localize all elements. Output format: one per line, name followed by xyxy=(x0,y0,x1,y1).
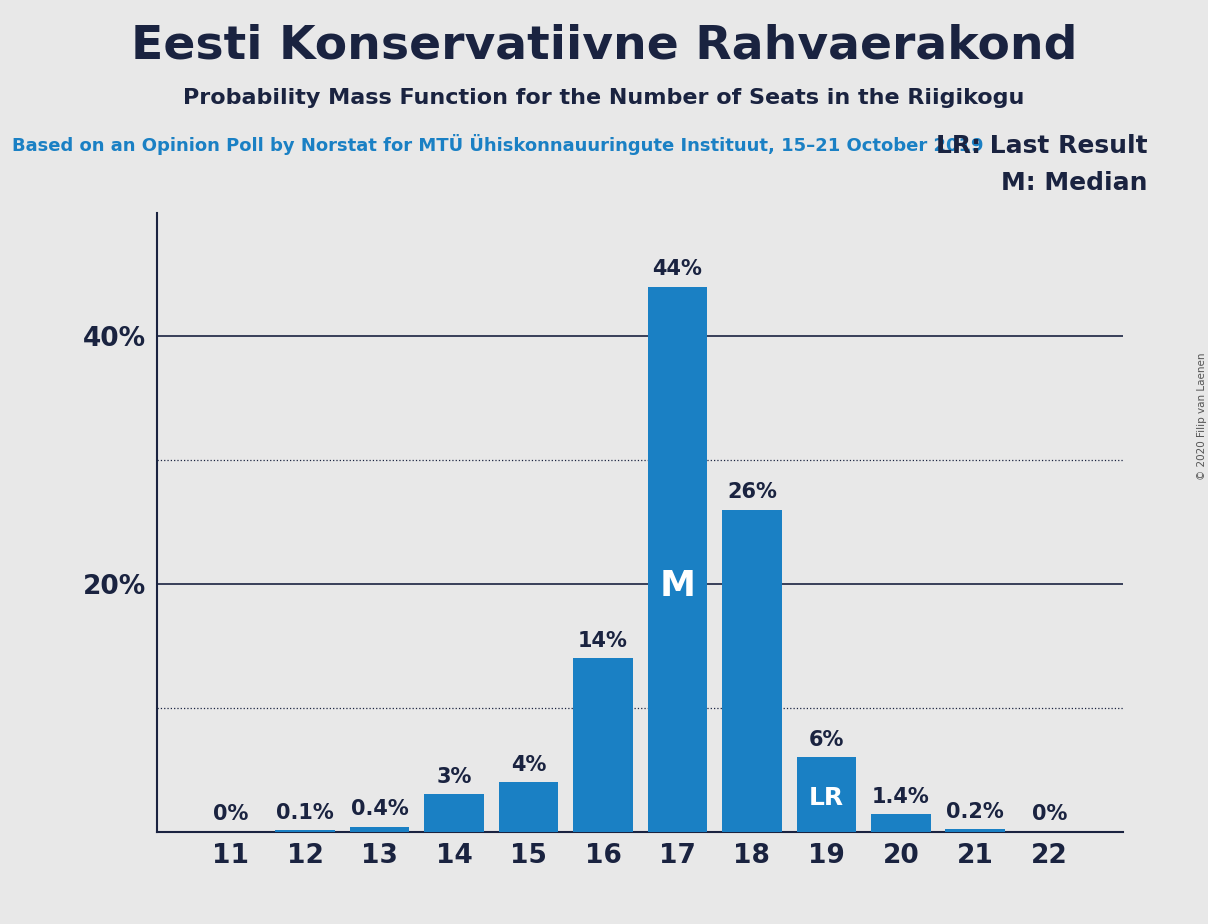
Text: Based on an Opinion Poll by Norstat for MTÜ Ühiskonnauuringute Instituut, 15–21 : Based on an Opinion Poll by Norstat for … xyxy=(12,134,983,155)
Text: 3%: 3% xyxy=(436,767,472,787)
Bar xyxy=(871,814,930,832)
Text: 1.4%: 1.4% xyxy=(872,787,930,807)
Text: 0.2%: 0.2% xyxy=(946,802,1004,821)
Bar xyxy=(574,658,633,832)
Text: LR: LR xyxy=(809,786,844,810)
Bar xyxy=(722,510,782,832)
Text: 0.1%: 0.1% xyxy=(277,803,335,823)
Bar xyxy=(946,829,1005,832)
Text: 0%: 0% xyxy=(213,804,249,824)
Bar xyxy=(350,827,410,832)
Text: 14%: 14% xyxy=(579,631,628,650)
Text: 4%: 4% xyxy=(511,755,546,774)
Text: 0%: 0% xyxy=(1032,804,1068,824)
Bar xyxy=(647,286,707,832)
Text: LR: Last Result: LR: Last Result xyxy=(936,134,1148,158)
Text: 26%: 26% xyxy=(727,482,777,503)
Text: © 2020 Filip van Laenen: © 2020 Filip van Laenen xyxy=(1197,352,1207,480)
Bar xyxy=(796,758,856,832)
Text: M: M xyxy=(660,569,696,603)
Text: Eesti Konservatiivne Rahvaerakond: Eesti Konservatiivne Rahvaerakond xyxy=(130,23,1078,68)
Text: 44%: 44% xyxy=(652,260,702,279)
Text: Probability Mass Function for the Number of Seats in the Riigikogu: Probability Mass Function for the Number… xyxy=(184,88,1024,108)
Text: 6%: 6% xyxy=(808,730,844,750)
Bar xyxy=(499,782,558,832)
Bar xyxy=(424,795,484,832)
Text: 0.4%: 0.4% xyxy=(350,799,408,820)
Bar xyxy=(275,831,335,832)
Text: M: Median: M: Median xyxy=(1001,171,1148,195)
